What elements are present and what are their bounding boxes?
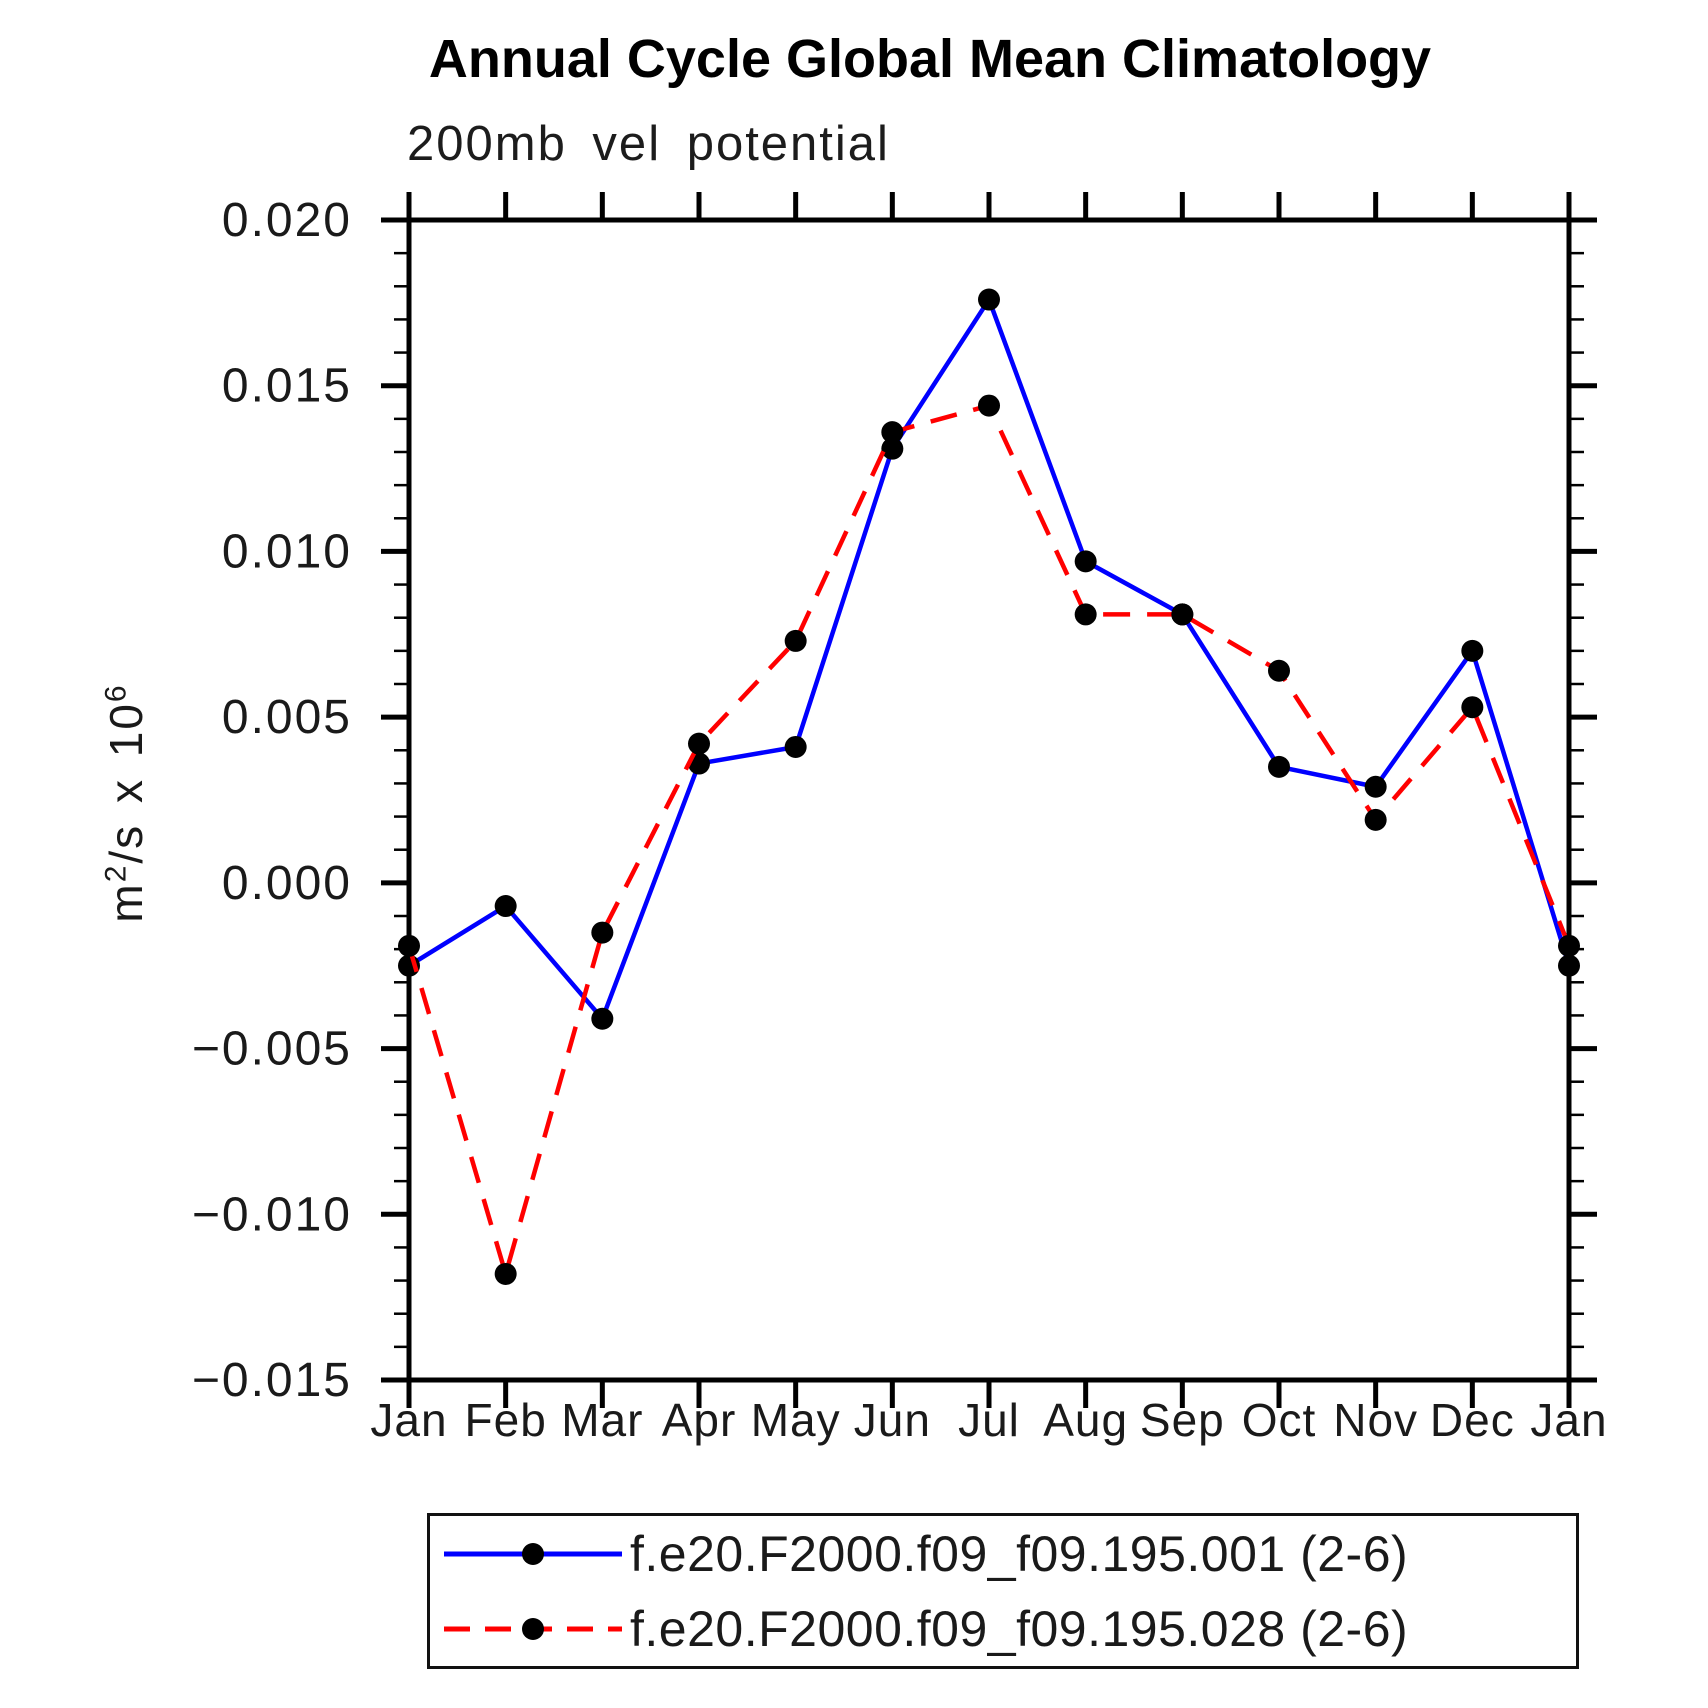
legend-line-sample-solid [444,1542,622,1565]
data-point-marker [1268,659,1290,682]
data-point-marker [1558,934,1580,957]
x-month-label: Mar [561,1394,643,1446]
plot-frame [406,217,1572,1383]
legend-item-series-028: f.e20.F2000.f09_f09.195.028 (2-6) [440,1599,1576,1659]
data-point-marker [1171,603,1194,626]
y-tick-label: 0.005 [222,691,352,744]
y-tick-label: −0.005 [192,1023,352,1076]
x-month-label: Jul [958,1394,1020,1446]
data-point-marker [1074,550,1097,573]
series-line-028 [406,403,1572,1277]
legend-label-series-001: f.e20.F2000.f09_f09.195.001 (2-6) [630,1525,1409,1582]
data-point-marker [784,735,807,758]
x-month-label: Nov [1333,1394,1418,1446]
data-point-marker [1461,696,1484,719]
data-point-marker [1558,954,1580,977]
data-point-marker [784,629,807,652]
y-unit-base: m [100,882,152,923]
data-point-marker [1268,755,1290,778]
legend-line-sample-dashed [444,1617,622,1640]
x-month-label: Feb [465,1394,547,1446]
y-tick-label: 0.000 [222,857,352,910]
legend-marker-icon [522,1617,544,1640]
x-month-label: Jan [1530,1394,1607,1446]
x-month-label: Oct [1242,1394,1317,1446]
y-unit-sup-6: 6 [99,683,133,703]
data-point-marker [978,394,1000,417]
data-point-marker [688,732,710,755]
data-point-marker [591,921,614,944]
legend-marker-icon [522,1542,544,1565]
data-point-marker [494,1262,517,1285]
y-axis-unit-label: m2/s x 106 [99,603,152,1003]
y-tick-label: −0.010 [192,1188,352,1241]
data-point-marker [881,437,904,460]
x-month-label: Dec [1430,1394,1515,1446]
y-tick-label: 0.020 [222,194,352,247]
data-point-marker [591,1007,614,1030]
y-unit-mid: /s x 10 [100,702,152,864]
data-point-marker [1074,603,1097,626]
x-month-label: Jan [370,1394,447,1446]
data-point-marker [1364,808,1387,831]
legend-label-series-028: f.e20.F2000.f09_f09.195.028 (2-6) [630,1600,1409,1657]
x-month-label: Apr [662,1394,737,1446]
data-point-marker [1364,775,1387,798]
y-tick-label: 0.010 [222,525,352,578]
x-month-label: Jun [854,1394,931,1446]
x-month-label: Sep [1140,1394,1225,1446]
data-point-marker [494,895,517,918]
data-point-marker [398,934,420,957]
y-unit-sup-2: 2 [99,863,133,883]
x-month-label: Aug [1043,1394,1128,1446]
chart-title: Annual Cycle Global Mean Climatology [428,29,1432,89]
data-point-marker [881,421,904,444]
data-point-marker [1461,639,1484,662]
chart-subtitle: 200mb vel potential [407,117,890,171]
y-tick-label: −0.015 [192,1354,352,1407]
legend: f.e20.F2000.f09_f09.195.001 (2-6) f.e20.… [427,1513,1579,1669]
y-tick-label: 0.015 [222,360,352,413]
x-month-label: May [751,1394,841,1446]
data-point-marker [978,288,1000,311]
legend-item-series-001: f.e20.F2000.f09_f09.195.001 (2-6) [440,1524,1576,1584]
